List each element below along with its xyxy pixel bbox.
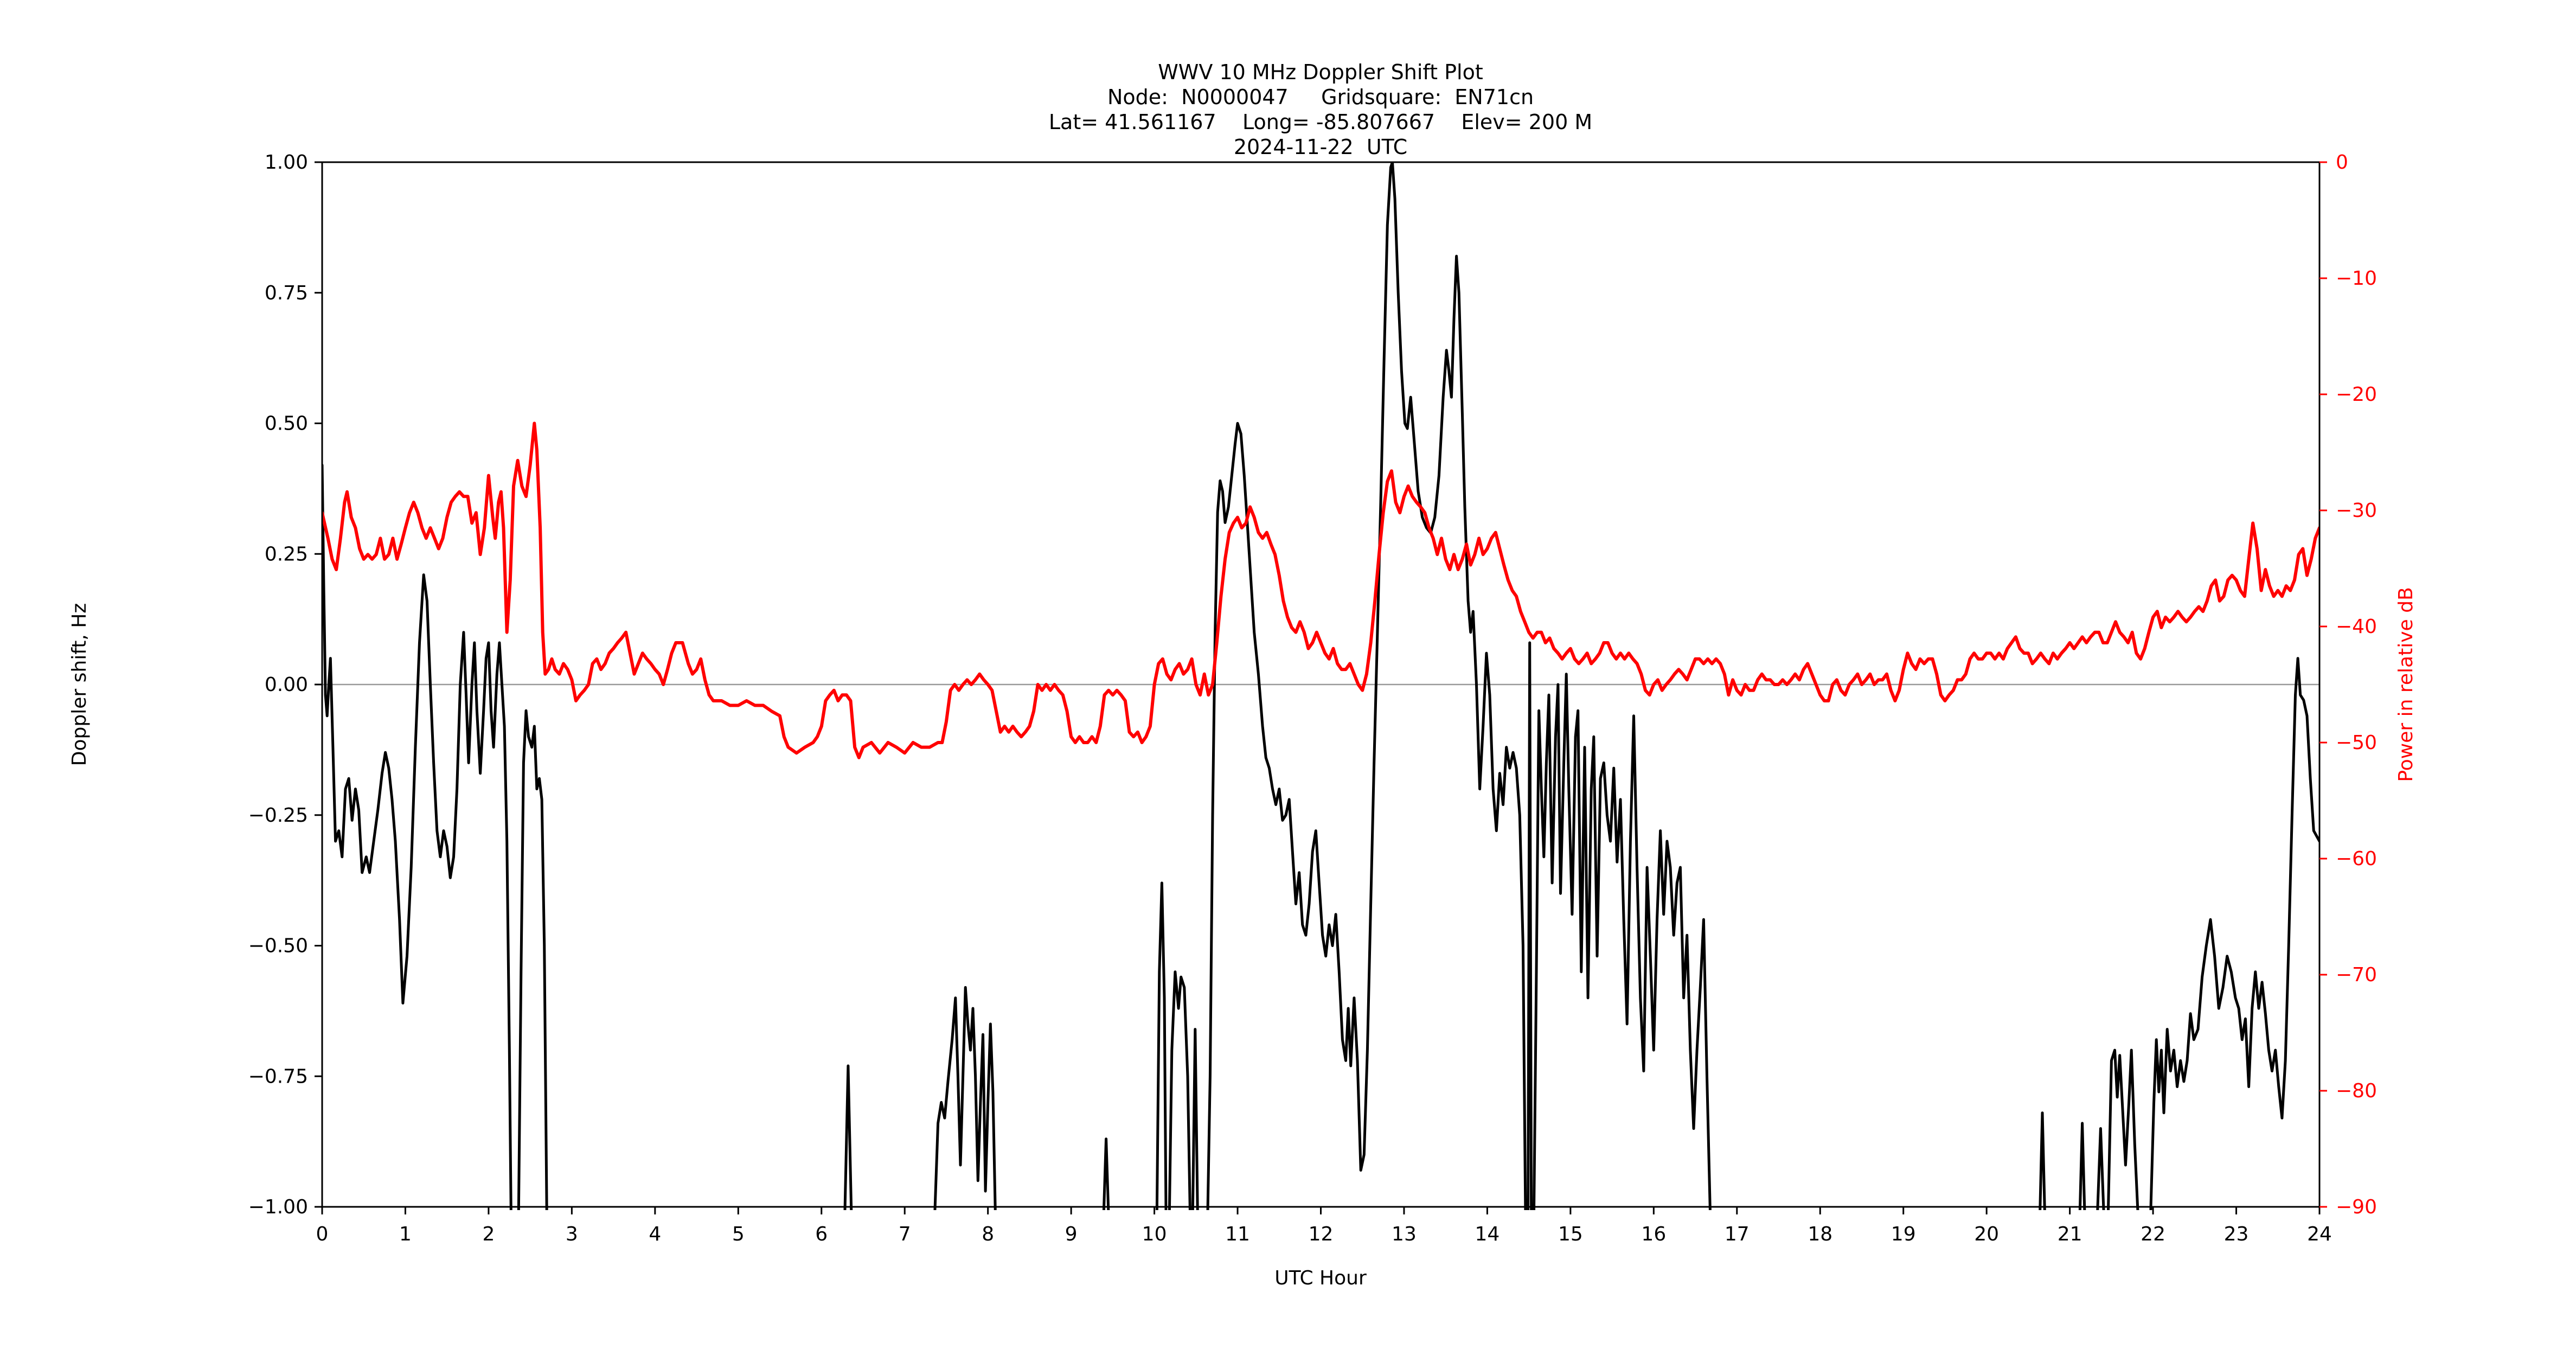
x-tick-label: 6 [815,1223,828,1245]
x-tick-label: 14 [1475,1223,1500,1245]
y-left-tick-label: 0.25 [265,543,308,565]
x-axis-label: UTC Hour [1274,1267,1367,1289]
x-tick-label: 22 [2141,1223,2165,1245]
y-left-tick-label: −0.50 [248,935,308,957]
x-tick-label: 13 [1392,1223,1417,1245]
y-left-tick-label: −0.25 [248,804,308,827]
y-left-tick-label: −0.75 [248,1065,308,1088]
x-tick-label: 17 [1725,1223,1750,1245]
x-tick-label: 0 [316,1223,329,1245]
y-axis-label-left: Doppler shift, Hz [68,603,91,766]
x-tick-label: 10 [1142,1223,1167,1245]
series-doppler_shift_hz [322,162,2319,1210]
x-tick-label: 5 [732,1223,745,1245]
y-right-tick-label: −40 [2336,616,2377,638]
x-tick-label: 16 [1641,1223,1666,1245]
x-tick-label: 19 [1891,1223,1916,1245]
plot-area: 0 1 2 3 4 5 6 7 8 9 10 11 12 13 14 15 16 17 18 19 20 21 22 23 24… [248,151,2377,1245]
x-tick-label: 12 [1309,1223,1334,1245]
x-tick-label: 7 [899,1223,911,1245]
y-left-tick-label: 0.50 [265,413,308,435]
y-left-tick-label: −1.00 [248,1196,308,1218]
series-power_relative_db [322,421,2319,759]
y-right-tick-label: −50 [2336,732,2377,754]
y-axis-label-right: Power in relative dB [2395,587,2417,782]
x-tick-label: 3 [566,1223,578,1245]
y-right-tick-label: −20 [2336,383,2377,406]
chart-subtitle-node: Node: N0000047 Gridsquare: EN71cn [1107,85,1534,109]
y-right-tick-label: −90 [2336,1196,2377,1218]
x-tick-label: 8 [982,1223,994,1245]
chart-subtitle-date: 2024-11-22 UTC [1234,135,1407,159]
y-right-tick-label: −60 [2336,848,2377,870]
x-tick-label: 18 [1808,1223,1832,1245]
chart-subtitle-location: Lat= 41.561167 Long= -85.807667 Elev= 20… [1049,110,1592,134]
y-right-tick-label: 0 [2336,151,2348,174]
x-tick-label: 9 [1065,1223,1078,1245]
chart-title: WWV 10 MHz Doppler Shift Plot [1158,60,1483,84]
x-tick-label: 21 [2058,1223,2082,1245]
chart-header: WWV 10 MHz Doppler Shift Plot Node: N000… [1049,60,1592,159]
x-tick-label: 4 [649,1223,661,1245]
x-tick-label: 23 [2224,1223,2249,1245]
x-tick-label: 1 [399,1223,412,1245]
y-right-tick-label: −30 [2336,500,2377,522]
y-left-tick-label: 1.00 [265,151,308,174]
y-right-tick-label: −80 [2336,1080,2377,1102]
y-left-tick-label: 0.00 [265,674,308,696]
y-left-tick-label: 0.75 [265,282,308,304]
y-right-tick-label: −70 [2336,964,2377,986]
x-tick-label: 11 [1225,1223,1250,1245]
x-tick-label: 15 [1558,1223,1583,1245]
x-tick-label: 20 [1974,1223,1999,1245]
y-right-tick-label: −10 [2336,267,2377,290]
x-tick-label: 24 [2307,1223,2332,1245]
x-tick-label: 2 [482,1223,495,1245]
